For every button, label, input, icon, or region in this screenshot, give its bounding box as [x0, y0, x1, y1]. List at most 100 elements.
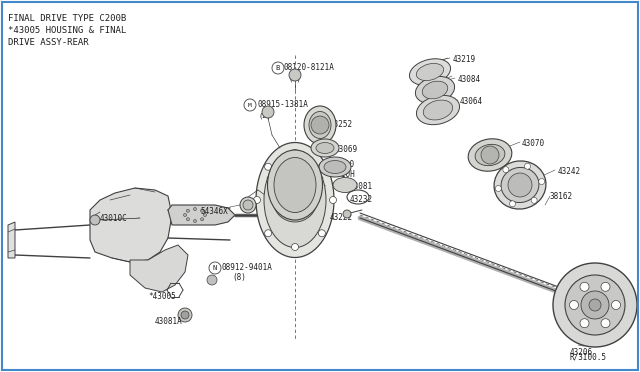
Ellipse shape [324, 160, 346, 173]
Circle shape [272, 62, 284, 74]
Circle shape [243, 200, 253, 210]
Circle shape [291, 150, 298, 157]
Text: 43222: 43222 [330, 213, 353, 222]
Ellipse shape [316, 142, 334, 154]
Text: (2): (2) [259, 112, 271, 119]
Ellipse shape [501, 167, 539, 202]
Ellipse shape [417, 95, 460, 125]
Ellipse shape [475, 144, 505, 166]
Text: 43064: 43064 [460, 97, 483, 106]
Circle shape [244, 99, 256, 111]
Circle shape [531, 197, 537, 203]
Circle shape [262, 106, 274, 118]
Circle shape [330, 196, 337, 203]
Text: 43232: 43232 [350, 195, 373, 204]
Circle shape [90, 215, 100, 225]
Ellipse shape [309, 112, 331, 138]
Text: 43081A: 43081A [155, 317, 183, 326]
Circle shape [525, 163, 531, 169]
Circle shape [509, 201, 515, 207]
Ellipse shape [268, 150, 323, 220]
Ellipse shape [410, 59, 451, 85]
Circle shape [565, 275, 625, 335]
Circle shape [495, 186, 501, 192]
Circle shape [508, 173, 532, 197]
Text: 43070: 43070 [522, 139, 545, 148]
Circle shape [318, 163, 325, 170]
Circle shape [207, 275, 217, 285]
Circle shape [184, 214, 186, 217]
Ellipse shape [415, 76, 454, 103]
Circle shape [291, 244, 298, 250]
Text: 43084: 43084 [458, 75, 481, 84]
Circle shape [481, 146, 499, 164]
Text: 38162: 38162 [550, 192, 573, 201]
Circle shape [209, 262, 221, 274]
Ellipse shape [304, 106, 336, 144]
Circle shape [200, 218, 204, 221]
Text: 43206: 43206 [570, 348, 593, 357]
Ellipse shape [333, 177, 357, 192]
Circle shape [289, 69, 301, 81]
Ellipse shape [494, 161, 546, 209]
Circle shape [253, 196, 260, 203]
Circle shape [539, 179, 545, 185]
Ellipse shape [468, 139, 512, 171]
Text: FINAL DRIVE TYPE C200B: FINAL DRIVE TYPE C200B [8, 14, 126, 23]
Text: (2): (2) [289, 75, 301, 81]
Circle shape [204, 214, 207, 217]
Circle shape [580, 282, 589, 291]
Circle shape [581, 291, 609, 319]
Ellipse shape [423, 100, 452, 120]
Circle shape [240, 197, 256, 213]
Circle shape [589, 299, 601, 311]
Text: 43010C: 43010C [100, 214, 128, 223]
Circle shape [503, 167, 509, 173]
Circle shape [601, 319, 610, 328]
Circle shape [343, 210, 351, 218]
Text: 08912-9401A: 08912-9401A [222, 263, 273, 272]
Circle shape [570, 301, 579, 310]
Ellipse shape [422, 81, 448, 99]
Circle shape [186, 209, 189, 212]
Circle shape [318, 230, 325, 237]
Ellipse shape [416, 64, 444, 80]
Text: 43242: 43242 [558, 167, 581, 176]
Text: B: B [276, 65, 280, 71]
Ellipse shape [256, 142, 334, 257]
Circle shape [193, 208, 196, 211]
Circle shape [601, 282, 610, 291]
Circle shape [200, 209, 204, 212]
Polygon shape [90, 188, 172, 262]
Circle shape [193, 219, 196, 222]
Polygon shape [130, 245, 188, 292]
Text: 08120-8121A: 08120-8121A [284, 63, 335, 72]
Ellipse shape [311, 139, 339, 157]
Text: *43005 HOUSING & FINAL: *43005 HOUSING & FINAL [8, 26, 126, 35]
Text: 43252: 43252 [330, 120, 353, 129]
Circle shape [264, 163, 271, 170]
Ellipse shape [264, 153, 326, 247]
Ellipse shape [274, 157, 316, 212]
Text: 08915-1381A: 08915-1381A [258, 100, 309, 109]
Text: (8): (8) [232, 273, 246, 282]
Circle shape [264, 230, 271, 237]
Text: 43210: 43210 [332, 160, 355, 169]
Text: 43081: 43081 [350, 182, 373, 191]
Text: M: M [248, 103, 252, 108]
Text: DRIVE ASSY-REAR: DRIVE ASSY-REAR [8, 38, 88, 47]
Text: 43010H: 43010H [328, 170, 356, 179]
Circle shape [181, 311, 189, 319]
Circle shape [580, 319, 589, 328]
Circle shape [311, 116, 329, 134]
Polygon shape [8, 222, 15, 258]
Circle shape [611, 301, 621, 310]
Ellipse shape [319, 157, 351, 177]
Circle shape [553, 263, 637, 347]
Text: 54346X: 54346X [200, 207, 228, 216]
Text: R/3I00.5: R/3I00.5 [570, 353, 607, 362]
Circle shape [273, 178, 317, 222]
Polygon shape [168, 205, 235, 225]
Text: N: N [213, 265, 217, 271]
Text: *43005: *43005 [148, 292, 176, 301]
